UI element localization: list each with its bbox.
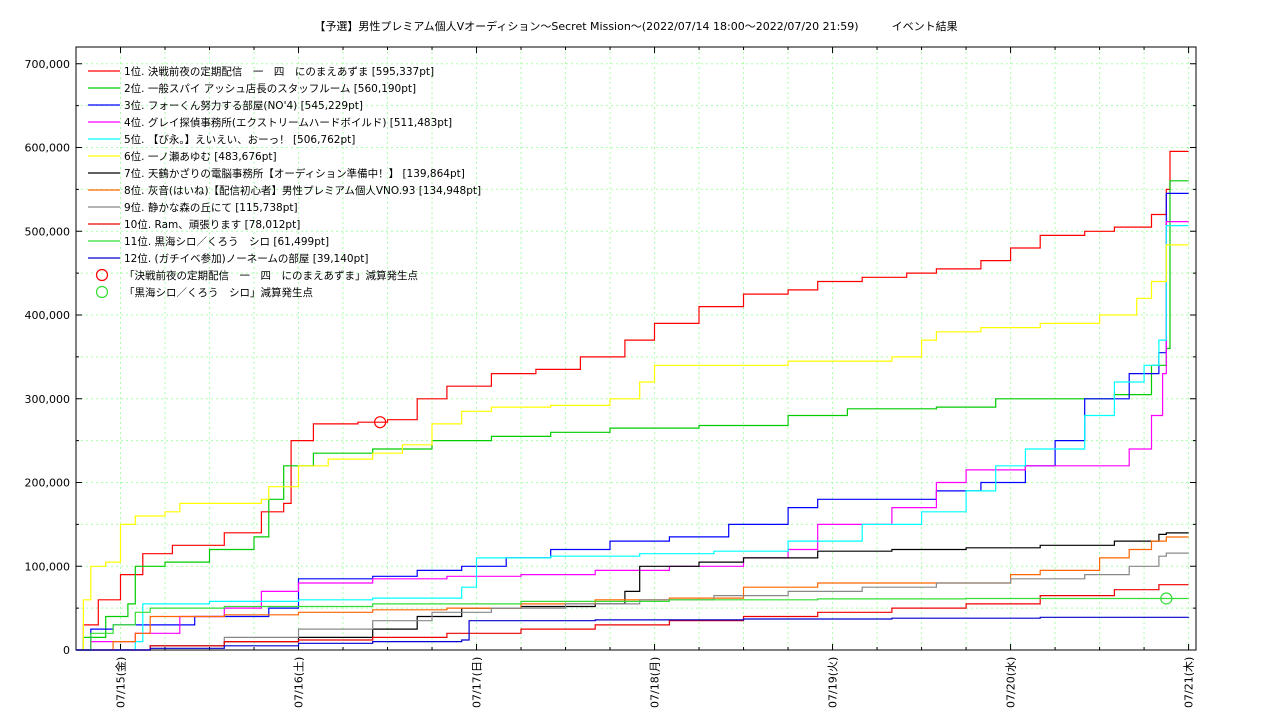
y-tick-label: 200,000 (25, 477, 71, 490)
legend-label: 5位. 【び永。】えいえい、おーっ！ [506,762pt] (124, 133, 355, 146)
legend-marker-label: 「黒海シロ／くろう シロ」減算発生点 (124, 286, 313, 299)
series-line-8 (76, 536, 1189, 651)
x-tick-label: 07/20(水) (1005, 657, 1018, 708)
marker-point-1 (374, 416, 387, 429)
series-line-12 (76, 616, 1190, 651)
series-line-6 (76, 244, 1189, 651)
y-tick-label: 500,000 (25, 225, 71, 238)
series-group (76, 150, 1190, 651)
legend-label: 7位. 天鶴かざりの電脳事務所【オーディション準備中！】 [139,864pt] (124, 167, 465, 180)
y-tick-label: 100,000 (25, 560, 71, 573)
series-line-7 (76, 532, 1189, 651)
x-tick-label: 07/19(火) (827, 657, 840, 708)
legend-label: 1位. 決戦前夜の定期配信 一 四 にのまえあずま [595,337pt] (124, 65, 434, 78)
y-tick-label: 700,000 (25, 58, 71, 71)
x-tick-label: 07/17(日) (471, 657, 484, 708)
legend-marker (95, 268, 109, 282)
x-tick-label: 07/21(木) (1183, 657, 1196, 708)
y-tick-label: 400,000 (25, 309, 71, 322)
series-line-1 (76, 150, 1189, 651)
y-tick-label: 0 (63, 644, 70, 657)
legend-label: 9位. 静かな森の丘にて [115,738pt] (124, 201, 298, 214)
x-tick-label: 07/16(土) (293, 657, 306, 708)
series-line-2 (76, 180, 1189, 651)
legend-label: 3位. フォーくん努力する部屋(NO'4) [545,229pt] (124, 99, 363, 112)
legend-label: 2位. 一般スパイ アッシュ店長のスタッフルーム [560,190pt] (124, 82, 416, 95)
series-line-9 (76, 552, 1189, 651)
marker-point-2 (1160, 592, 1173, 605)
legend-label: 10位. Ram、頑張ります [78,012pt] (124, 218, 300, 231)
y-tick-label: 300,000 (25, 393, 71, 406)
series-line-4 (76, 221, 1189, 651)
legend-label: 12位. (ガチイベ参加)ノーネームの部屋 [39,140pt] (124, 252, 368, 265)
legend: 1位. 決戦前夜の定期配信 一 四 にのまえあずま [595,337pt] 2位.… (88, 65, 481, 299)
y-tick-label: 600,000 (25, 142, 71, 155)
x-tick-label: 07/18(月) (649, 657, 662, 708)
series-line-5 (76, 225, 1189, 651)
legend-marker (95, 285, 109, 299)
legend-label: 6位. 一ノ瀬あゆむ [483,676pt] (124, 150, 277, 163)
series-line-11 (76, 597, 1189, 651)
x-tick-label: 07/15(金) (114, 657, 128, 708)
legend-label: 8位. 灰音(はいね)【配信初心者】男性プレミアム個人VNO.93 [134,9… (124, 184, 481, 197)
series-line-10 (76, 584, 1189, 651)
plot-frame (75, 46, 1197, 651)
legend-label: 4位. グレイ探偵事務所(エクストリームハードボイルド) [511,483pt] (124, 116, 452, 129)
chart-title: 【予選】男性プレミアム個人Vオーディション〜Secret Mission～(20… (314, 19, 957, 33)
legend-label: 11位. 黒海シロ／くろう シロ [61,499pt] (124, 235, 329, 248)
legend-marker-label: 「決戦前夜の定期配信 一 四 にのまえあずま」減算発生点 (124, 269, 418, 282)
